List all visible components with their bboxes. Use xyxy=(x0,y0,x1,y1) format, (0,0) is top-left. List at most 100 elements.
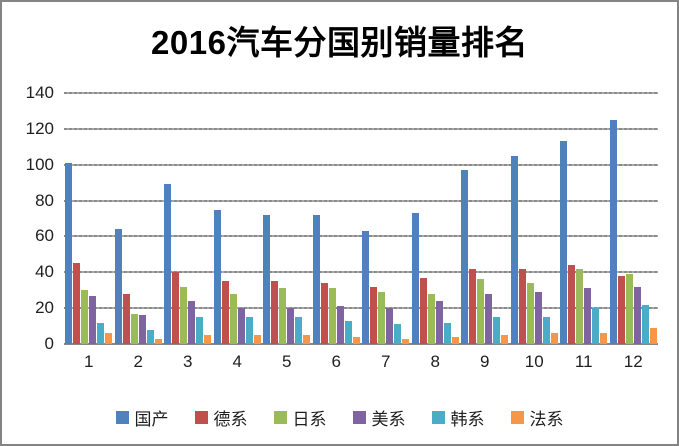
x-tick-label: 3 xyxy=(183,352,193,371)
bar-group xyxy=(163,93,213,344)
y-tick-label: 20 xyxy=(35,298,54,317)
x-tick-label: 1 xyxy=(84,352,94,371)
legend-item-korean: 韩系 xyxy=(431,405,485,430)
x-tick-label: 8 xyxy=(430,352,440,371)
x-tick-label: 12 xyxy=(623,352,643,371)
legend-item-french: 法系 xyxy=(510,405,564,430)
bar-american xyxy=(237,308,245,344)
bar-german xyxy=(73,263,81,344)
bar-american xyxy=(386,308,394,344)
x-tick-label: 7 xyxy=(381,352,391,371)
y-tick-label: 120 xyxy=(25,119,54,138)
bar-american xyxy=(584,288,592,344)
legend-label: 德系 xyxy=(213,410,248,429)
bar-japanese xyxy=(81,290,89,344)
bar-french xyxy=(501,335,509,344)
legend-item-domestic: 国产 xyxy=(115,405,169,430)
bar-group xyxy=(411,93,461,344)
bar-french xyxy=(352,336,360,344)
bar-japanese xyxy=(427,293,435,344)
bar-domestic xyxy=(609,119,617,344)
legend-swatch-domestic xyxy=(115,411,129,424)
legend-item-american: 美系 xyxy=(352,405,406,430)
gridline-120 xyxy=(64,128,658,130)
bar-french xyxy=(649,327,657,344)
bar-german xyxy=(320,283,328,344)
bar-korean xyxy=(344,320,352,344)
bar-french xyxy=(253,335,261,344)
bar-american xyxy=(138,315,146,344)
bar-french xyxy=(204,335,212,344)
bar-german xyxy=(172,272,180,344)
plot-area xyxy=(64,92,658,345)
legend-swatch-korean xyxy=(431,411,445,424)
legend-label: 国产 xyxy=(134,410,169,429)
legend-label: 日系 xyxy=(292,410,327,429)
bar-korean xyxy=(493,317,501,344)
gridlines xyxy=(64,92,658,345)
bar-german xyxy=(568,265,576,344)
x-axis-labels: 1 2 3 4 5 6 7 8 9 10 11 12 xyxy=(64,352,658,372)
bar-korean xyxy=(641,304,649,344)
bar-japanese xyxy=(576,268,584,344)
bar-french xyxy=(402,338,410,344)
bar-french xyxy=(451,336,459,344)
bar-american xyxy=(485,293,493,344)
legend-label: 法系 xyxy=(529,410,564,429)
legend-swatch-american xyxy=(352,411,366,424)
gridline-100 xyxy=(64,164,658,166)
bar-korean xyxy=(146,329,154,344)
bar-domestic xyxy=(65,162,73,344)
bar-american xyxy=(188,300,196,344)
bar-group xyxy=(361,93,411,344)
bar-korean xyxy=(443,322,451,344)
legend-swatch-german xyxy=(194,411,208,424)
legend-swatch-japanese xyxy=(273,411,287,424)
x-tick-label: 2 xyxy=(133,352,143,371)
bar-domestic xyxy=(263,214,271,344)
bar-group xyxy=(510,93,560,344)
bar-japanese xyxy=(180,286,188,344)
bar-american xyxy=(287,308,295,344)
y-tick-label: 80 xyxy=(35,191,54,210)
legend-item-german: 德系 xyxy=(194,405,248,430)
legend-item-japanese: 日系 xyxy=(273,405,327,430)
x-tick-label: 9 xyxy=(480,352,490,371)
bar-german xyxy=(469,268,477,344)
bar-groups xyxy=(64,93,658,344)
x-tick-label: 10 xyxy=(524,352,544,371)
bar-group xyxy=(460,93,510,344)
bar-japanese xyxy=(130,313,138,344)
y-tick-label: 140 xyxy=(25,83,54,102)
bar-korean xyxy=(97,322,105,344)
bar-japanese xyxy=(328,288,336,344)
gridline-0 xyxy=(64,343,658,345)
bar-korean xyxy=(542,317,550,344)
bar-japanese xyxy=(229,293,237,344)
bar-domestic xyxy=(560,141,568,344)
gridline-20 xyxy=(64,307,658,309)
bar-domestic xyxy=(362,231,370,344)
bar-german xyxy=(221,281,229,344)
bar-american xyxy=(435,300,443,344)
bar-american xyxy=(336,306,344,344)
bar-group xyxy=(114,93,164,344)
y-tick-label: 40 xyxy=(35,262,54,281)
bar-french xyxy=(105,333,113,344)
bar-japanese xyxy=(625,274,633,344)
y-tick-label: 0 xyxy=(44,334,54,353)
bar-korean xyxy=(592,308,600,344)
bar-french xyxy=(600,333,608,344)
bar-german xyxy=(518,268,526,344)
bar-german xyxy=(419,277,427,344)
bar-group xyxy=(312,93,362,344)
bar-american xyxy=(633,286,641,344)
legend-swatch-french xyxy=(510,411,524,424)
chart-title: 2016汽车分国别销量排名 xyxy=(151,24,528,61)
x-tick-label: 11 xyxy=(574,352,593,371)
bar-group xyxy=(213,93,263,344)
legend-label: 美系 xyxy=(371,410,406,429)
bar-american xyxy=(534,292,542,344)
bar-group xyxy=(262,93,312,344)
